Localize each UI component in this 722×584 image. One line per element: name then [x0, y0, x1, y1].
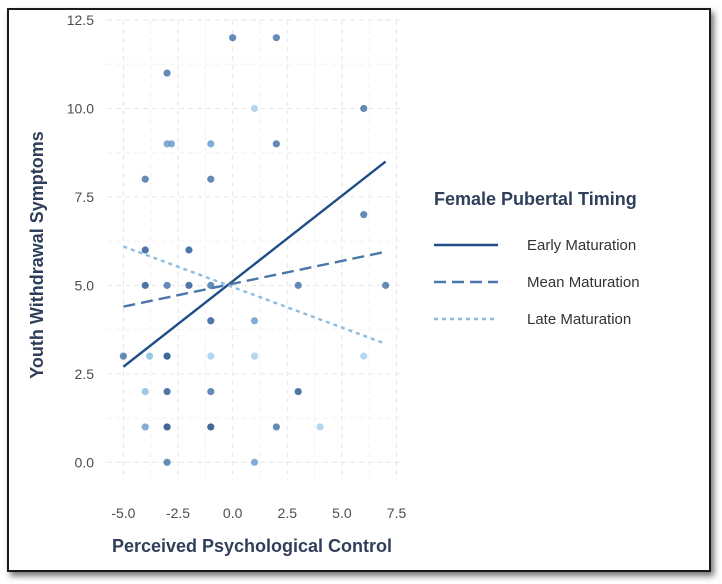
data-point	[294, 281, 302, 289]
x-tick-labels: -5.0 -2.5 0.0 2.5 5.0 7.5	[111, 505, 406, 521]
data-point	[207, 352, 215, 360]
regression-lines	[122, 160, 387, 368]
data-point	[185, 281, 193, 289]
data-points	[119, 34, 390, 466]
x-tick-label: -2.5	[166, 505, 190, 521]
series-line	[122, 160, 387, 368]
data-point	[185, 246, 193, 254]
grid	[107, 19, 402, 480]
data-point	[360, 211, 368, 219]
legend: Female Pubertal Timing Early Maturation M…	[434, 189, 640, 328]
x-tick-label: 0.0	[223, 505, 243, 521]
data-point	[294, 387, 302, 396]
y-tick-label: 0.0	[75, 454, 95, 470]
legend-title: Female Pubertal Timing	[434, 189, 637, 209]
data-point	[207, 387, 215, 396]
x-tick-label: -5.0	[111, 505, 135, 521]
data-point	[207, 423, 215, 431]
legend-label: Early Maturation	[527, 237, 636, 254]
y-tick-label: 5.0	[75, 277, 95, 293]
y-tick-label: 7.5	[75, 189, 95, 205]
data-point	[167, 140, 176, 148]
data-point	[146, 352, 154, 360]
data-point	[250, 317, 259, 325]
data-point	[163, 387, 171, 396]
data-point	[272, 140, 280, 148]
data-point	[229, 34, 237, 42]
data-point	[207, 175, 215, 183]
data-point	[272, 34, 280, 42]
data-point	[272, 423, 280, 431]
x-axis-title: Perceived Psychological Control	[112, 536, 392, 556]
series-line	[123, 250, 386, 308]
data-point	[163, 281, 171, 289]
y-tick-label: 12.5	[67, 12, 94, 28]
data-point	[163, 423, 171, 431]
x-tick-label: 5.0	[332, 505, 352, 521]
data-point	[382, 281, 390, 289]
data-point	[141, 387, 149, 396]
y-tick-label: 2.5	[75, 366, 95, 382]
data-point	[207, 317, 215, 325]
data-point	[207, 140, 215, 148]
chart-frame	[7, 8, 711, 572]
data-point	[141, 246, 149, 254]
data-point	[141, 281, 149, 289]
data-point	[119, 352, 127, 360]
data-point	[163, 69, 171, 77]
data-point	[163, 352, 171, 360]
y-tick-labels: 0.0 2.5 5.0 7.5 10.0 12.5	[67, 12, 94, 470]
data-point	[250, 104, 259, 113]
series-line	[122, 245, 387, 345]
data-point	[163, 458, 171, 466]
y-tick-label: 10.0	[67, 100, 94, 116]
legend-label: Late Maturation	[527, 311, 631, 328]
x-tick-label: 7.5	[387, 505, 407, 521]
data-point	[360, 104, 368, 113]
data-point	[316, 423, 324, 431]
data-point	[250, 352, 259, 360]
data-point	[141, 423, 149, 431]
y-axis-title: Youth Withdrawal Symptoms	[27, 131, 47, 379]
data-point	[141, 175, 149, 183]
x-tick-label: 2.5	[278, 505, 298, 521]
data-point	[360, 352, 368, 360]
legend-label: Mean Maturation	[527, 274, 640, 291]
data-point	[250, 458, 259, 466]
